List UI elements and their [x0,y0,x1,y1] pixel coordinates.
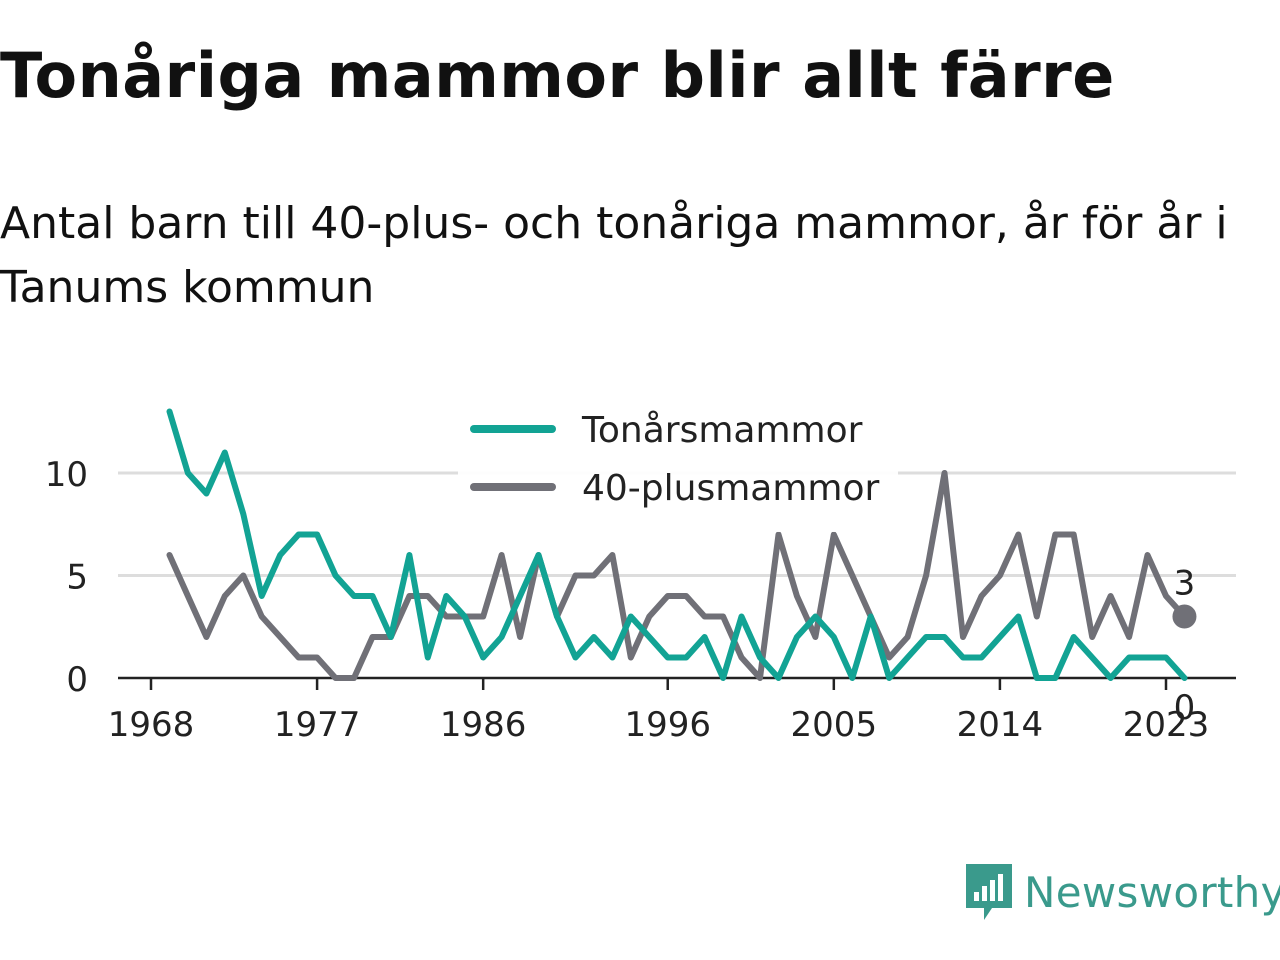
end-label: 0 [1174,688,1196,728]
brand-name: Newsworthy [1024,867,1280,917]
series-line-40-plusmammor [166,470,1188,681]
y-tick-label: 10 [45,455,88,495]
newsworthy-brand: Newsworthy [964,862,1280,922]
series-line-ton-rsmammor [166,408,1188,681]
x-tick-label: 1968 [108,705,195,745]
series-lines [166,408,1188,681]
x-tick-label: 2014 [957,705,1044,745]
x-axis [118,676,1236,690]
end-point-marker [1172,604,1197,629]
x-tick-label: 1977 [274,705,361,745]
legend-label: 40-plusmammor [582,468,880,509]
x-tick-label: 1986 [440,705,527,745]
bar-chart-speech-bubble-icon [966,864,1012,920]
end-labels: 30 [1172,564,1197,728]
legend: Tonårsmammor 40-plusmammor [458,402,898,532]
legend-label: Tonårsmammor [581,410,863,451]
x-tick-label: 1996 [624,705,711,745]
x-axis-tick-labels: 1968 1977 1986 1996 2005 2014 2023 [108,705,1210,745]
chart-subtitle: Antal barn till 40-plus- och tonåriga ma… [0,198,1228,313]
line-chart: 0 5 10 1968 1977 1986 1996 2005 2014 2023 Tonårs… [45,402,1236,745]
legend-background [458,402,898,532]
page-title: Tonåriga mammor blir allt färre [0,39,1115,112]
x-tick-label: 2023 [1123,705,1210,745]
y-tick-label: 0 [66,660,88,700]
end-label: 3 [1174,564,1196,604]
x-tick-label: 2005 [791,705,878,745]
y-tick-label: 5 [66,558,88,598]
y-axis-tick-labels: 0 5 10 [45,455,88,700]
